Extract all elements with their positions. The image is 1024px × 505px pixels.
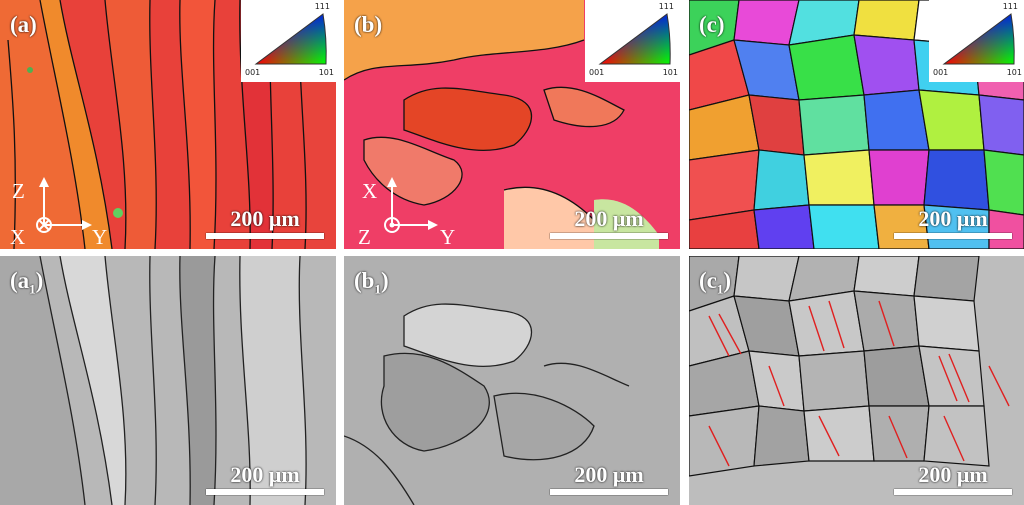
ipf-label-001: 001 [245,68,261,77]
axis-label-origin-a: X [10,225,26,249]
ipf-legend-a: 111 001 101 [241,0,336,82]
panel-label-a1: (a1) [10,268,44,297]
coordinate-axes-b: X Z Y [344,159,464,249]
scale-bar-label: 200 μm [918,206,988,231]
ipf-label-101: 101 [318,68,334,77]
panel-a1: (a1) 200 μm [0,256,336,505]
scale-bar-a1: 200 μm [206,462,324,495]
axis-label-up-b: X [362,179,378,203]
scale-bar-c1: 200 μm [894,462,1012,495]
scale-bar-b: 200 μm [550,206,668,239]
scale-bar-b1: 200 μm [550,462,668,495]
ipf-label-111: 111 [314,2,330,11]
panel-label-c: (c) [699,12,725,37]
band-contrast-map-a1 [0,256,336,505]
panel-label-c1: (c1) [699,268,732,297]
ipf-label-001: 001 [933,68,949,77]
scale-bar-label: 200 μm [918,462,988,487]
axis-label-right-b: Y [440,225,456,249]
panel-b: (b) 111 001 101 X [344,0,680,249]
band-contrast-map-c1 [689,256,1024,505]
ipf-label-111: 111 [658,2,674,11]
ipf-legend-c: 111 001 101 [929,0,1024,82]
panel-c: (c) 111 001 101 200 μm [689,0,1024,249]
scale-bar-label: 200 μm [574,462,644,487]
axis-label-right-a: Y [92,225,108,249]
scale-bar-label: 200 μm [230,462,300,487]
panel-label-a: (a) [10,12,37,37]
axis-label-up-a: Z [12,179,25,203]
panel-a: (a) 111 001 101 [0,0,336,249]
scale-bar-a: 200 μm [206,206,324,239]
axis-label-origin-b: Z [358,225,371,249]
scale-bar-label: 200 μm [574,206,644,231]
ipf-legend-b: 111 001 101 [585,0,680,82]
scale-bar-label: 200 μm [230,206,300,231]
ipf-label-101: 101 [1006,68,1022,77]
panel-c1: (c1) 200 μm [689,256,1024,505]
panel-label-b: (b) [354,12,383,37]
ipf-label-001: 001 [589,68,605,77]
ipf-label-111: 111 [1002,2,1018,11]
band-contrast-map-b1 [344,256,680,505]
panel-label-b1: (b1) [354,268,389,297]
ipf-label-101: 101 [662,68,678,77]
scale-bar-c: 200 μm [894,206,1012,239]
panel-b1: (b1) 200 μm [344,256,680,505]
coordinate-axes-a: Z X Y [0,159,120,249]
